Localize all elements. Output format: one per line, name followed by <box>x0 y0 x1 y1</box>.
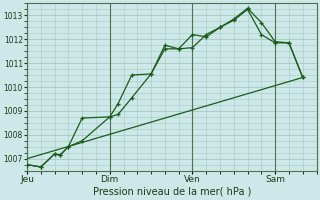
X-axis label: Pression niveau de la mer( hPa ): Pression niveau de la mer( hPa ) <box>92 187 251 197</box>
